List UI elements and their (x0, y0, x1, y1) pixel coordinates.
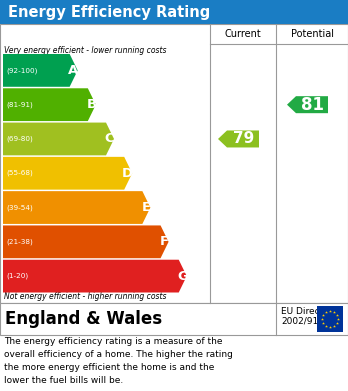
Text: EU Directive: EU Directive (281, 307, 337, 316)
Text: Current: Current (224, 29, 261, 39)
Text: C: C (105, 133, 114, 145)
Polygon shape (3, 191, 150, 224)
Text: Potential: Potential (291, 29, 333, 39)
Bar (317, 306, 343, 332)
Text: B: B (86, 98, 96, 111)
Text: (69-80): (69-80) (6, 136, 33, 142)
Text: (55-68): (55-68) (6, 170, 33, 176)
Bar (0, 0, 348, 24)
Text: 79: 79 (234, 131, 255, 147)
Polygon shape (3, 88, 96, 121)
Text: Energy Efficiency Rating: Energy Efficiency Rating (8, 5, 210, 20)
Text: F: F (160, 235, 169, 248)
Text: (92-100): (92-100) (6, 67, 37, 74)
Text: 81: 81 (301, 96, 324, 114)
Bar (0, 24, 348, 303)
Text: (39-54): (39-54) (6, 204, 33, 211)
Text: E: E (141, 201, 151, 214)
Polygon shape (3, 260, 187, 292)
Text: Not energy efficient - higher running costs: Not energy efficient - higher running co… (4, 292, 166, 301)
Text: G: G (177, 270, 188, 283)
Text: (81-91): (81-91) (6, 101, 33, 108)
Text: (21-38): (21-38) (6, 239, 33, 245)
Polygon shape (3, 122, 114, 155)
Text: D: D (122, 167, 133, 180)
Polygon shape (218, 131, 259, 147)
Polygon shape (3, 54, 78, 87)
Polygon shape (287, 96, 328, 113)
Text: Very energy efficient - lower running costs: Very energy efficient - lower running co… (4, 46, 166, 55)
Polygon shape (3, 226, 168, 258)
Text: England & Wales: England & Wales (5, 310, 162, 328)
Text: The energy efficiency rating is a measure of the
overall efficiency of a home. T: The energy efficiency rating is a measur… (4, 337, 233, 385)
Text: A: A (68, 64, 78, 77)
Bar (0, 303, 348, 335)
Polygon shape (3, 157, 132, 190)
Text: 2002/91/EC: 2002/91/EC (281, 317, 333, 326)
Text: (1-20): (1-20) (6, 273, 28, 279)
